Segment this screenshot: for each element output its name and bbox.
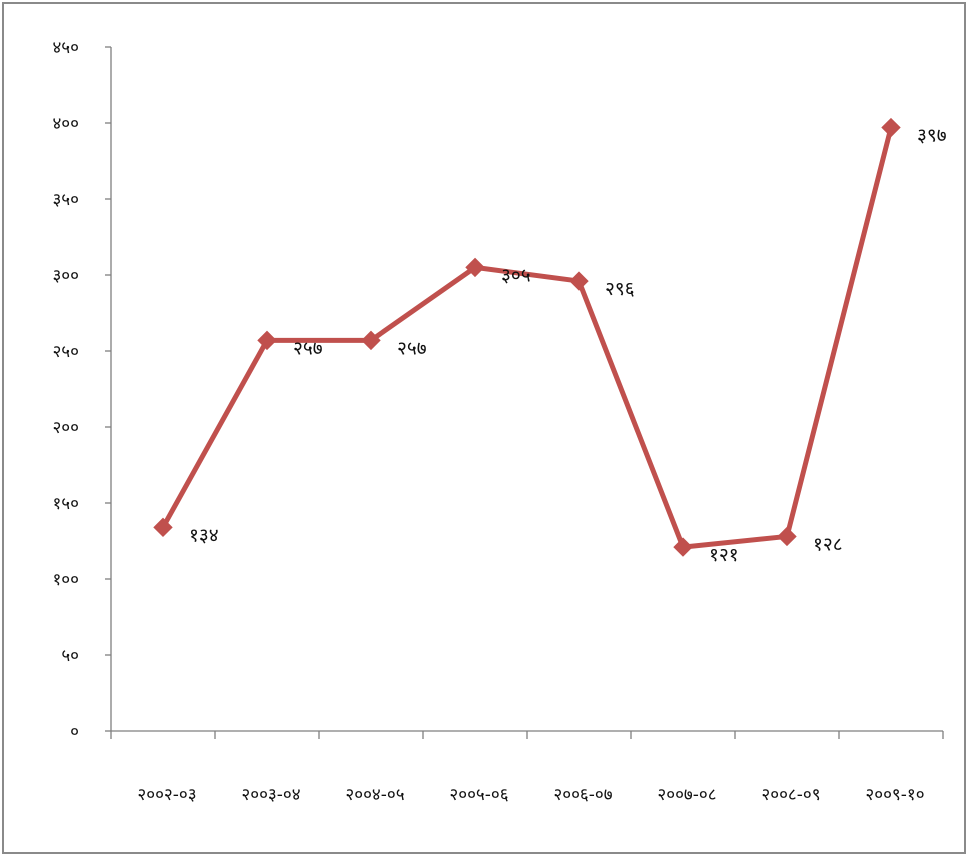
x-tick-label: २००२-०३: [137, 785, 196, 805]
data-point-marker: [361, 330, 381, 351]
y-tick-label: १००: [52, 570, 79, 590]
y-tick-label: २००: [52, 418, 79, 438]
x-tick-label: २००४-०५: [345, 785, 404, 805]
y-tick-label: ४००: [52, 114, 79, 134]
x-tick-label: २००९-१०: [865, 785, 924, 805]
x-tick-label: २००६-०७: [553, 785, 612, 805]
data-label: १३४: [189, 524, 219, 546]
x-tick-label: २००३-०४: [241, 785, 300, 805]
x-tick-label: २००८-०९: [761, 785, 820, 805]
data-point-marker: [777, 526, 797, 547]
data-labels: १३४ २५७ २५७ ३०५ २९६ १२१ १२८ ३९७: [189, 125, 947, 567]
y-tick-label: १५०: [52, 494, 79, 514]
data-point-marker: [881, 117, 901, 138]
data-label: २९६: [605, 278, 635, 300]
axes: ० ५० १०० १५० २०० २५० ३०० ३५० ४०० ४५० २००२-०३ २००३-०…: [52, 38, 944, 805]
data-label: ३०५: [501, 264, 531, 286]
data-point-marker: [569, 271, 589, 291]
data-point-marker: [465, 257, 485, 278]
y-tick-label: ३००: [52, 266, 79, 286]
y-tick-label: २५०: [52, 342, 79, 362]
data-point-marker: [257, 330, 277, 351]
data-label: ३९७: [917, 125, 947, 147]
data-label: २५७: [397, 337, 427, 359]
series-line: [153, 117, 901, 557]
data-label: २५७: [293, 337, 323, 359]
series-polyline: [160, 125, 894, 550]
data-point-marker: [673, 537, 693, 557]
data-point-marker: [153, 517, 173, 538]
y-tick-label: ३५०: [52, 190, 79, 210]
y-tick-label: ४५०: [52, 38, 79, 58]
data-label: १२८: [813, 533, 843, 555]
data-label: १२१: [709, 544, 739, 566]
y-tick-label: ०: [70, 722, 79, 742]
x-tick-label: २००५-०६: [449, 785, 508, 805]
y-tick-label: ५०: [61, 646, 79, 666]
x-tick-label: २००७-०८: [657, 785, 716, 805]
